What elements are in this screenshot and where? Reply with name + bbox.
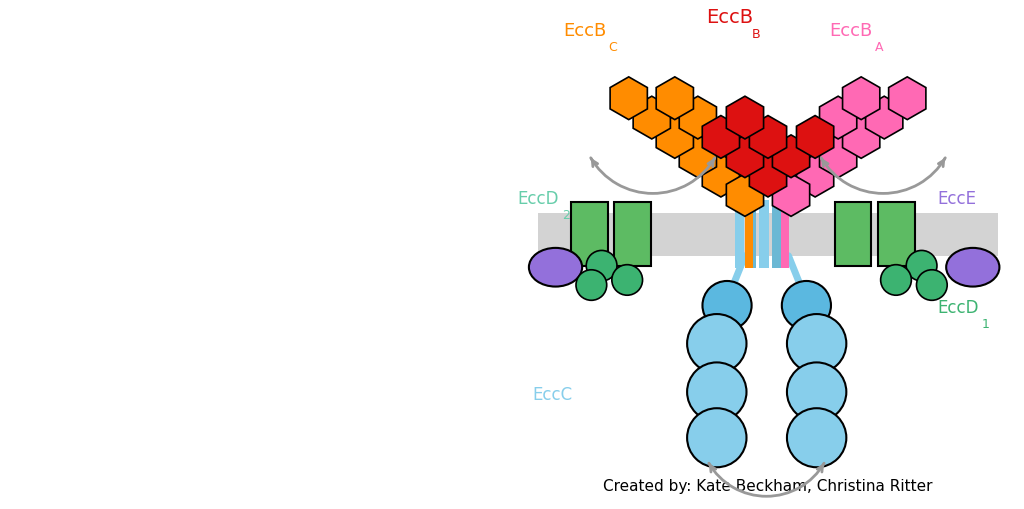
Bar xyxy=(780,200,788,269)
Circle shape xyxy=(786,408,846,467)
Text: Created by: Kate Beckham, Christina Ritter: Created by: Kate Beckham, Christina Ritt… xyxy=(603,479,933,494)
Polygon shape xyxy=(889,77,926,120)
Bar xyxy=(614,202,651,266)
Circle shape xyxy=(702,281,752,330)
Polygon shape xyxy=(633,96,671,139)
Bar xyxy=(772,200,781,269)
Circle shape xyxy=(687,408,746,467)
Circle shape xyxy=(786,362,846,421)
Polygon shape xyxy=(772,135,810,178)
Polygon shape xyxy=(772,174,810,216)
Text: A: A xyxy=(874,41,883,54)
Text: EccB: EccB xyxy=(563,21,606,40)
Ellipse shape xyxy=(946,248,999,287)
Circle shape xyxy=(786,314,846,373)
Polygon shape xyxy=(656,77,693,120)
Polygon shape xyxy=(610,77,647,120)
Polygon shape xyxy=(702,154,739,197)
Polygon shape xyxy=(819,96,857,139)
Ellipse shape xyxy=(528,248,582,287)
Polygon shape xyxy=(797,154,834,197)
Text: EccD: EccD xyxy=(517,189,559,208)
Bar xyxy=(745,200,754,269)
Bar xyxy=(748,200,756,269)
Bar xyxy=(760,200,768,269)
Bar xyxy=(571,202,608,266)
Circle shape xyxy=(906,250,937,281)
Text: 1: 1 xyxy=(982,318,990,331)
Circle shape xyxy=(612,265,643,295)
Text: EccC: EccC xyxy=(532,385,572,404)
Circle shape xyxy=(782,281,831,330)
Polygon shape xyxy=(726,96,764,139)
Polygon shape xyxy=(865,96,903,139)
Polygon shape xyxy=(750,116,786,158)
Polygon shape xyxy=(797,116,834,158)
Text: EccB: EccB xyxy=(829,21,872,40)
Polygon shape xyxy=(819,135,857,178)
Circle shape xyxy=(586,250,616,281)
Bar xyxy=(538,213,998,256)
Polygon shape xyxy=(843,116,880,158)
Text: EccE: EccE xyxy=(937,189,976,208)
Polygon shape xyxy=(726,135,764,178)
Bar xyxy=(735,200,743,269)
Polygon shape xyxy=(679,96,717,139)
Polygon shape xyxy=(679,135,717,178)
Text: 2: 2 xyxy=(562,209,570,222)
Circle shape xyxy=(575,270,606,300)
Circle shape xyxy=(687,314,746,373)
Text: EccB: EccB xyxy=(707,8,754,27)
Text: C: C xyxy=(608,41,617,54)
Polygon shape xyxy=(702,116,739,158)
Polygon shape xyxy=(750,154,786,197)
Circle shape xyxy=(687,362,746,421)
Polygon shape xyxy=(726,174,764,216)
Text: EccD: EccD xyxy=(937,299,979,317)
Polygon shape xyxy=(843,77,880,120)
Bar xyxy=(878,202,915,266)
Text: B: B xyxy=(752,28,760,41)
Circle shape xyxy=(881,265,911,295)
Polygon shape xyxy=(656,116,693,158)
Bar xyxy=(835,202,871,266)
Circle shape xyxy=(916,270,947,300)
